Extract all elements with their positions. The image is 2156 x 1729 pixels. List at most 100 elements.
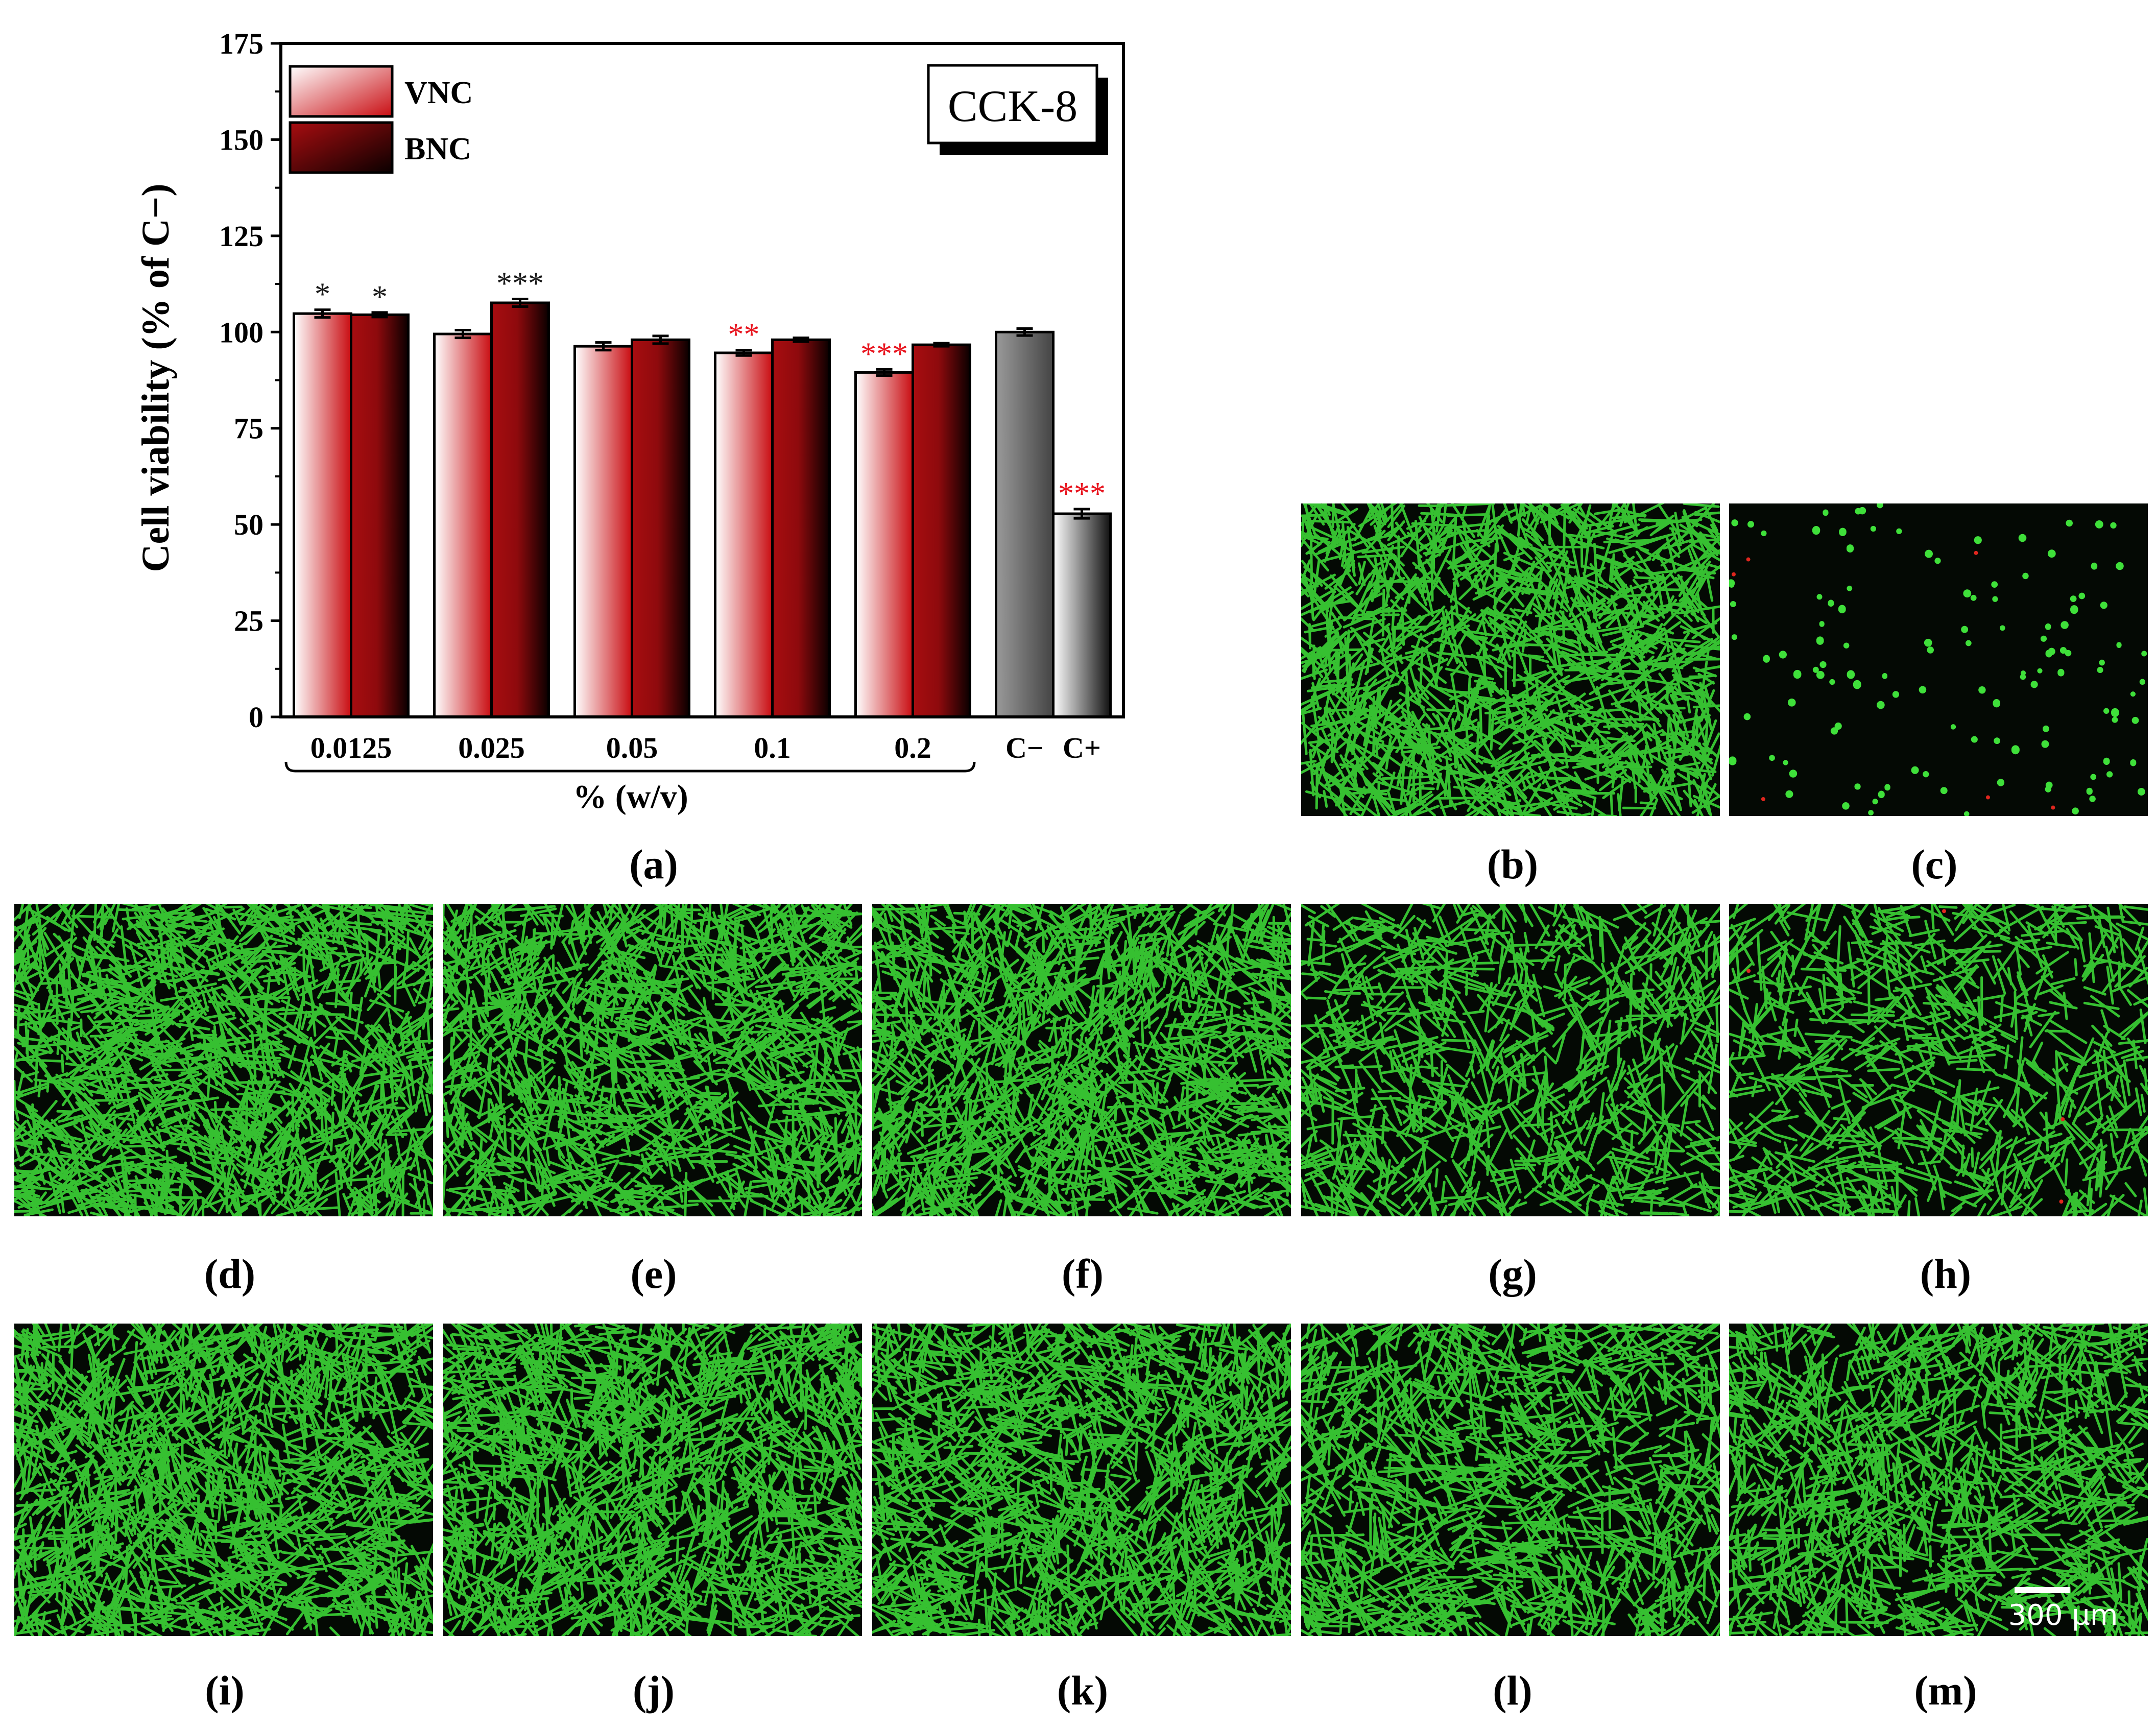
bar-bnc [631,338,690,718]
bar-control-negative [995,330,1055,718]
cell-layer [1301,904,1720,1216]
y-tick-label: 25 [234,605,263,638]
live-cells-spread [872,904,1291,1216]
plot-frame [279,42,1125,718]
panel-label-a: (a) [629,841,678,887]
dead-cell [2059,1199,2064,1204]
panel-label-d: (d) [204,1251,255,1297]
panel-label-i: (i) [205,1667,244,1714]
scale-bar-line [2015,1587,2070,1593]
bar-bnc [490,301,550,718]
micrograph-l [1301,1324,1720,1636]
cell-layer [14,904,433,1216]
dead-cell [1746,969,1751,973]
y-axis-label: Cell viability (% of C−) [134,183,177,572]
y-tick-label: 150 [219,123,263,156]
panel-label-g: (g) [1488,1251,1537,1297]
live-cells-spread [14,904,433,1216]
cell-layer [1301,503,1720,816]
x-tick-label: 0.0125 [310,731,392,764]
legend-swatch-bnc [289,121,394,174]
panel-label-m: (m) [1914,1667,1977,1714]
concentration-bracket [284,761,976,773]
dead-cell [1731,572,1736,577]
micrograph-j [443,1324,862,1636]
panel-label-l: (l) [1493,1667,1532,1714]
bar-vnc [573,345,633,718]
significance-mark: *** [860,337,908,371]
bar-vnc [854,371,914,718]
significance-mark: * [315,277,330,312]
legend-label-vnc: VNC [404,76,473,110]
panel-label-b: (b) [1487,841,1538,887]
micrograph-b [1301,503,1720,816]
x-tick-label: 0.05 [606,731,658,764]
live-cells-spread [443,904,862,1216]
significance-mark: *** [1058,476,1106,511]
live-cells-spread [1301,1324,1720,1636]
micrograph-f [872,904,1291,1216]
x-tick-label: 0.2 [894,731,931,764]
micrograph-m [1729,1324,2148,1636]
legend-swatch-vnc [289,65,394,118]
significance-mark: * [372,280,388,315]
live-cells-spread [1729,904,2148,1216]
dead-cell [1746,557,1751,562]
micrograph-d [14,904,433,1216]
cell-layer [1729,503,2147,816]
significance-mark: *** [496,266,544,301]
bar-vnc [433,332,493,718]
x-tick-label: 0.025 [458,731,525,764]
cell-layer [1301,1324,1720,1636]
bar-bnc [771,338,831,718]
panel-labels: (a) (b) (c) (d) (e) (f) (g) (h) (i) (j) … [204,841,1977,1714]
panel-label-j: (j) [633,1667,675,1714]
bars [293,301,1112,718]
y-tick-label: 75 [234,412,263,445]
micrograph-e [443,904,862,1216]
live-cells-spread [1301,503,1720,816]
x-tick-label: C− [1005,731,1044,764]
significance-mark: ** [728,318,760,352]
cell-layer [872,904,1291,1216]
micrograph-background [1729,503,2148,816]
panel-label-k: (k) [1057,1667,1108,1714]
panel-label-c: (c) [1911,841,1957,887]
y-tick-label: 100 [219,316,263,349]
y-tick-label: 50 [234,508,263,541]
x-axis-ticks: 0.0125 0.025 0.05 0.1 0.2 C− C+ [310,731,1101,764]
y-tick-label: 125 [219,220,263,253]
live-cells-spread [1301,904,1720,1216]
x-tick-label: 0.1 [754,731,791,764]
live-cells-spread [872,1324,1291,1636]
legend-label-bnc: BNC [404,132,471,166]
panel-label-h: (h) [1920,1251,1971,1297]
y-tick-label: 0 [249,701,263,734]
micrograph-g [1301,904,1720,1216]
dead-cell [1761,797,1765,801]
legend: VNC BNC [289,65,473,174]
bar-bnc [350,313,410,718]
cell-layer [443,904,862,1216]
significance-marks: * * *********** [315,266,1106,511]
live-cells-spread [14,1324,433,1636]
cell-layer [872,1324,1291,1636]
cell-layer [443,1324,862,1636]
x-tick-label: C+ [1063,731,1101,764]
cell-layer [14,1324,433,1636]
bar-vnc [714,351,774,718]
dead-cell [2051,805,2055,810]
dead-cell [1942,909,1946,914]
micrograph-k [872,1324,1291,1636]
micrograph-panels [14,503,2148,1636]
dead-cell [1985,795,1990,800]
dead-cell [1974,550,1978,555]
viability-bar-chart: Cell viability (% of C−) 0 25 50 75 100 125 15… [134,27,1125,815]
bar-bnc [912,343,971,718]
assay-badge: CCK-8 [927,64,1108,155]
badge-box [927,64,1098,145]
panel-label-f: (f) [1062,1251,1104,1297]
bar-control-positive [1052,512,1112,718]
error-bars [314,297,1090,520]
